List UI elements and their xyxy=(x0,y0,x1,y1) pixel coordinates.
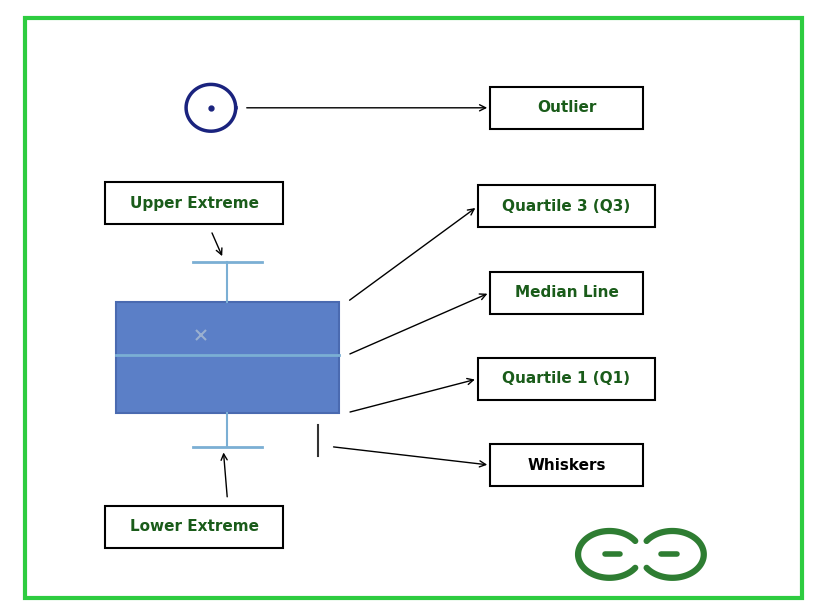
Text: Quartile 3 (Q3): Quartile 3 (Q3) xyxy=(502,199,631,214)
Text: Quartile 1 (Q1): Quartile 1 (Q1) xyxy=(503,371,630,386)
FancyBboxPatch shape xyxy=(490,87,643,129)
Text: Lower Extreme: Lower Extreme xyxy=(130,519,259,534)
FancyBboxPatch shape xyxy=(478,185,655,227)
Text: Upper Extreme: Upper Extreme xyxy=(130,196,259,211)
FancyBboxPatch shape xyxy=(116,302,339,413)
Text: Outlier: Outlier xyxy=(537,100,596,115)
Text: Whiskers: Whiskers xyxy=(528,458,605,472)
FancyBboxPatch shape xyxy=(490,272,643,314)
FancyBboxPatch shape xyxy=(106,506,283,548)
FancyBboxPatch shape xyxy=(478,358,655,400)
Text: Median Line: Median Line xyxy=(514,285,619,300)
FancyBboxPatch shape xyxy=(490,444,643,486)
FancyBboxPatch shape xyxy=(106,182,283,224)
